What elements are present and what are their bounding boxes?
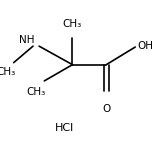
Text: CH₃: CH₃ [27, 87, 46, 97]
Text: OH: OH [138, 41, 154, 51]
Text: CH₃: CH₃ [63, 19, 82, 29]
Text: CH₃: CH₃ [0, 67, 16, 77]
Text: HCl: HCl [55, 123, 74, 133]
Text: O: O [102, 104, 110, 114]
Text: NH: NH [19, 35, 35, 45]
